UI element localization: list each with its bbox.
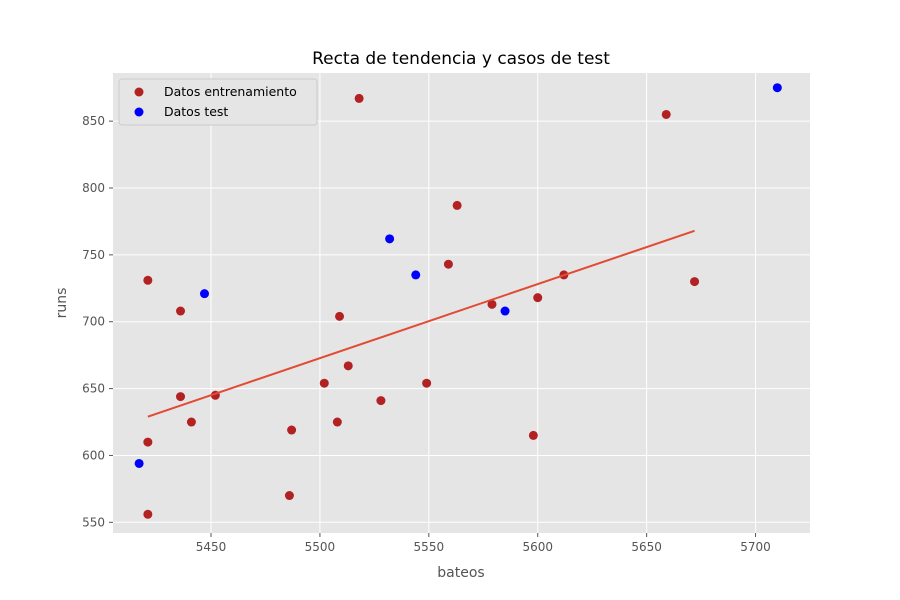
data-marks: [134, 83, 782, 519]
train-point: [332, 417, 342, 427]
train-point: [176, 306, 186, 316]
train-point: [533, 293, 543, 303]
train-point: [143, 275, 153, 285]
x-tick-label: 5650: [631, 540, 662, 554]
train-point: [335, 311, 345, 321]
legend-label-train: Datos entrenamiento: [164, 84, 297, 99]
train-point: [422, 378, 432, 388]
train-point: [661, 109, 671, 119]
train-point: [176, 392, 186, 402]
y-tick-label: 850: [82, 114, 105, 128]
test-point: [385, 234, 395, 244]
x-axis-label: bateos: [437, 565, 484, 581]
train-point: [443, 259, 453, 269]
y-tick-label: 800: [82, 181, 105, 195]
x-tick-label: 5450: [196, 540, 227, 554]
y-tick-label: 750: [82, 248, 105, 262]
legend-label-test: Datos test: [164, 104, 228, 119]
plot-area: [113, 73, 810, 533]
train-point: [284, 491, 294, 501]
train-point: [376, 396, 386, 406]
x-tick-label: 5700: [740, 540, 771, 554]
test-point: [199, 289, 209, 299]
chart-title: Recta de tendencia y casos de test: [312, 49, 610, 69]
test-point: [411, 270, 421, 280]
test-point: [134, 458, 144, 468]
x-axis-ticks: 5450 5500 5550 5600 5650 5700: [196, 533, 771, 554]
x-tick-label: 5600: [522, 540, 553, 554]
test-point: [500, 306, 510, 316]
train-point: [452, 200, 462, 210]
trend-line: [147, 229, 695, 418]
legend: Datos entrenamiento Datos test: [118, 78, 318, 126]
legend-marker-test: [134, 107, 144, 117]
train-point: [690, 277, 700, 287]
x-tick-label: 5500: [305, 540, 336, 554]
y-tick-label: 650: [82, 382, 105, 396]
train-point: [143, 509, 153, 519]
train-point: [319, 378, 329, 388]
test-point: [772, 83, 782, 93]
x-tick-label: 5550: [414, 540, 445, 554]
train-point: [186, 417, 196, 427]
train-point: [343, 361, 353, 371]
train-point: [287, 425, 297, 435]
train-point: [354, 93, 364, 103]
train-point: [528, 430, 538, 440]
train-point: [487, 299, 497, 309]
y-tick-label: 700: [82, 315, 105, 329]
train-point: [143, 437, 153, 447]
y-axis-label: runs: [54, 288, 70, 319]
y-tick-label: 550: [82, 515, 105, 529]
legend-marker-train: [134, 87, 144, 97]
legend-box: [118, 78, 318, 126]
y-axis-ticks: 550 600 650 700 750 800 850: [82, 114, 113, 529]
y-tick-label: 600: [82, 448, 105, 462]
